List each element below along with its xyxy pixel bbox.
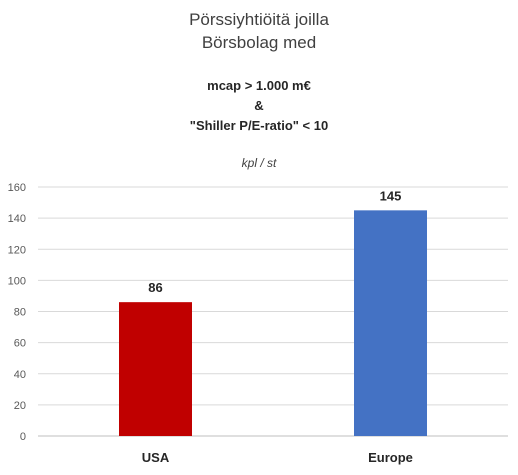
- y-tick-label: 140: [8, 213, 26, 225]
- bar-europe: [354, 210, 427, 436]
- y-tick-label: 0: [20, 431, 26, 443]
- y-tick-label: 100: [8, 275, 26, 287]
- data-label: 86: [148, 280, 162, 295]
- unit-label: kpl / st: [241, 156, 277, 170]
- y-tick-label: 40: [14, 369, 26, 381]
- y-tick-label: 80: [14, 307, 26, 319]
- bar-usa: [119, 302, 192, 436]
- y-tick-label: 60: [14, 338, 26, 350]
- y-tick-label: 120: [8, 244, 26, 256]
- subtitle-line2: &: [254, 98, 264, 113]
- data-label: 145: [380, 188, 402, 203]
- y-tick-label: 20: [14, 400, 26, 412]
- x-category-label: USA: [142, 450, 170, 465]
- subtitle-line3: "Shiller P/E-ratio" < 10: [189, 118, 329, 133]
- y-tick-label: 160: [8, 182, 26, 194]
- subtitle-line1: mcap > 1.000 m€: [207, 78, 311, 93]
- chart-title-line2: Börsbolag med: [201, 33, 317, 52]
- chart-title-line1: Pörssiyhtiöitä joilla: [189, 10, 329, 29]
- x-category-label: Europe: [368, 450, 413, 465]
